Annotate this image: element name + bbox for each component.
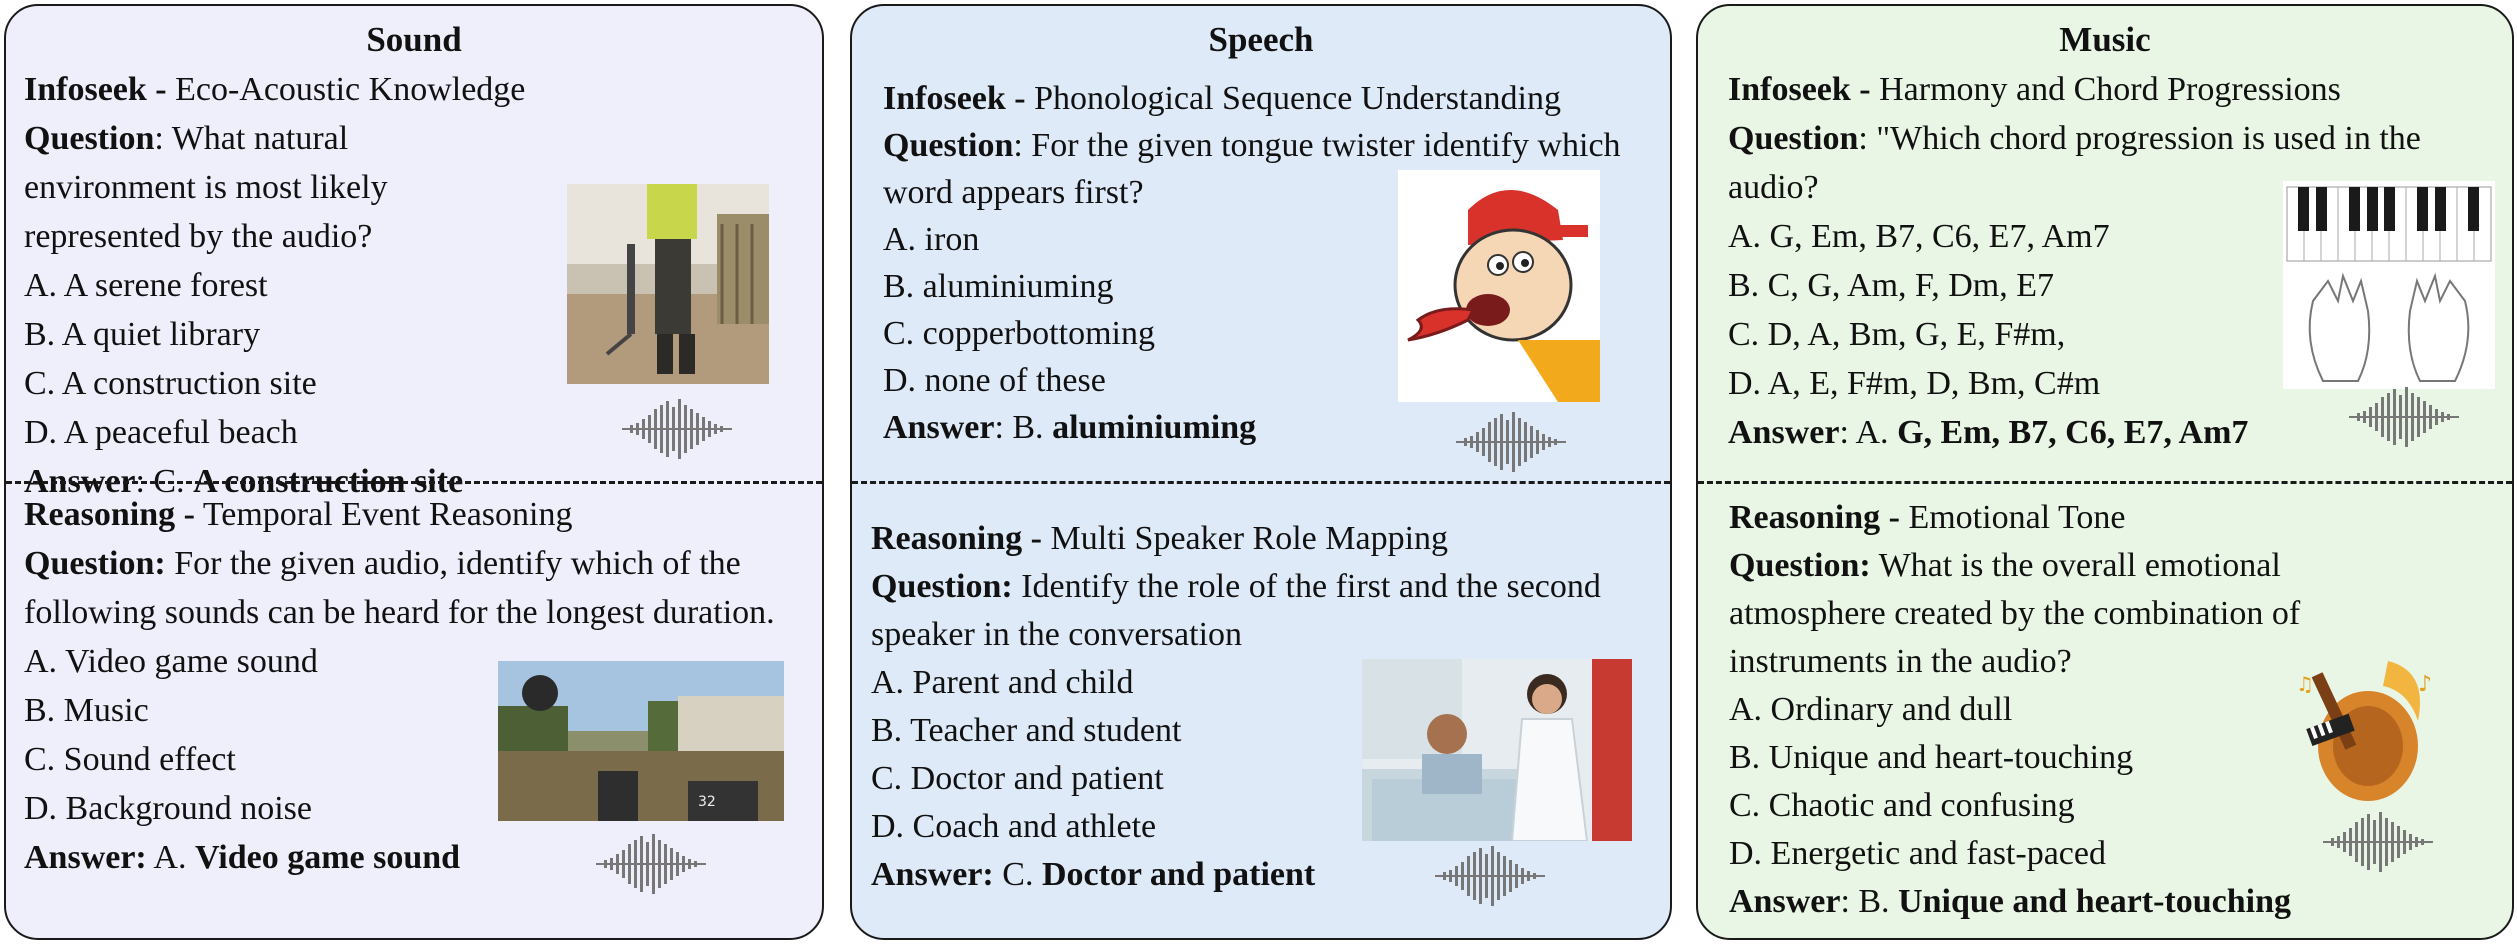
sound-reasoning-section: Reasoning - Temporal Event Reasoning Que… [24,490,814,882]
subtitle: Temporal Event Reasoning [194,496,573,533]
speech-panel: Speech Infoseek - Phonological Sequence … [850,4,1672,940]
sound-infoseek-section: Infoseek - Eco-Acoustic Knowledge Questi… [24,65,564,506]
answer-label: Answer: [24,839,147,876]
answer-label: Answer [1729,883,1841,920]
audio-waveform-icon [1453,412,1569,472]
music-panel: Music Infoseek - Harmony and Chord Progr… [1696,4,2514,940]
tongue-twister-cartoon [1398,170,1600,402]
option-d: D. Energetic and fast-paced [1729,835,2106,872]
question-label: Question [24,120,155,157]
section-divider [1698,481,2512,484]
section-divider [852,481,1670,484]
option-c: C. A construction site [24,365,317,402]
answer-label: Answer: [871,856,994,893]
doctor-patient-photo [1362,659,1632,841]
option-c: C. Sound effect [24,741,236,778]
option-a: A. G, Em, B7, C6, E7, Am7 [1728,218,2110,255]
subtitle: Phonological Sequence Understanding [1025,80,1561,117]
speech-reasoning-section: Reasoning - Multi Speaker Role Mapping Q… [871,515,1661,899]
option-a: A. Video game sound [24,643,318,680]
question-text: What is the overall emotional atmosphere… [1729,547,2301,680]
option-d: D. A, E, F#m, D, Bm, C#m [1728,365,2101,402]
music-reasoning-section: Reasoning - Emotional Tone Question: Wha… [1729,494,2509,926]
panel-title: Music [2059,20,2151,59]
subtitle: Emotional Tone [1899,499,2126,536]
svg-text:♫: ♫ [2296,672,2314,696]
subtitle: Multi Speaker Role Mapping [1041,520,1449,557]
question-label: Question [1728,120,1859,157]
speech-infoseek-section: Infoseek - Phonological Sequence Underst… [883,75,1663,451]
answer-value: Doctor and patient [1041,856,1316,893]
option-d: D. none of these [883,362,1106,399]
answer-value: Video game sound [194,839,461,876]
option-c: C. Chaotic and confusing [1729,787,2075,824]
answer-prefix: : A. [1839,414,1898,451]
option-c: C. copperbottoming [883,315,1155,352]
question-label: Question [883,127,1014,164]
question-text: Identify the role of the first and the s… [871,568,1601,653]
construction-photo [567,184,769,384]
option-a: A. A serene forest [24,267,268,304]
svg-text:♪: ♪ [2418,672,2432,697]
option-b: B. Music [24,692,149,729]
option-a: A. Ordinary and dull [1729,691,2013,728]
instruments-illustration: ♪ ♫ [2288,651,2448,809]
category-label: Reasoning - [1729,499,1900,536]
audio-waveform-icon [1432,846,1548,906]
option-d: D. A peaceful beach [24,414,298,451]
category-label: Infoseek - [24,71,167,108]
audio-waveform-icon [2320,812,2436,872]
category-label: Infoseek - [883,80,1026,117]
audio-waveform-icon [619,399,735,459]
question-text: : For the given tongue twister identify … [883,127,1621,211]
option-b: B. Teacher and student [871,712,1182,749]
answer-value: G, Em, B7, C6, E7, Am7 [1897,414,2249,451]
category-label: Reasoning - [871,520,1042,557]
question-label: Question: [1729,547,1871,584]
option-c: C. D, A, Bm, G, E, F#m, [1728,316,2066,353]
question-text: : "Which chord progression is used in th… [1728,120,2421,206]
answer-value: Unique and heart-touching [1898,883,2292,920]
question-text: For the given audio, identify which of t… [24,545,775,631]
video-game-screenshot: 32 [498,661,784,821]
music-infoseek-section: Infoseek - Harmony and Chord Progression… [1728,65,2508,457]
answer-prefix: : B. [994,409,1053,446]
panel-title: Speech [1208,20,1314,59]
category-label: Reasoning - [24,496,195,533]
answer-prefix: A. [146,839,195,876]
option-d: D. Background noise [24,790,313,827]
answer-prefix: C. [993,856,1042,893]
audio-waveform-icon [593,834,709,894]
category-label: Infoseek - [1728,71,1871,108]
option-a: A. iron [883,221,980,258]
option-b: B. C, G, Am, F, Dm, E7 [1728,267,2054,304]
audio-waveform-icon [2346,387,2462,447]
sound-panel: Sound Infoseek - Eco-Acoustic Knowledge … [4,4,824,940]
answer-prefix: : B. [1840,883,1899,920]
option-b: B. aluminiuming [883,268,1114,305]
option-d: D. Coach and athlete [871,808,1157,845]
panel-title: Sound [366,20,462,59]
option-b: B. Unique and heart-touching [1729,739,2134,776]
subtitle: Eco-Acoustic Knowledge [166,71,526,108]
option-a: A. Parent and child [871,664,1134,701]
option-c: C. Doctor and patient [871,760,1164,797]
answer-label: Answer [883,409,995,446]
answer-value: aluminiuming [1052,409,1257,446]
piano-chord-diagram [2283,181,2495,389]
subtitle: Harmony and Chord Progressions [1870,71,2341,108]
question-label: Question: [24,545,166,582]
question-text: : What natural environment is most likel… [24,120,388,255]
answer-label: Answer [1728,414,1840,451]
svg-text:32: 32 [698,794,716,810]
section-divider [6,481,822,484]
question-label: Question: [871,568,1013,605]
option-b: B. A quiet library [24,316,261,353]
